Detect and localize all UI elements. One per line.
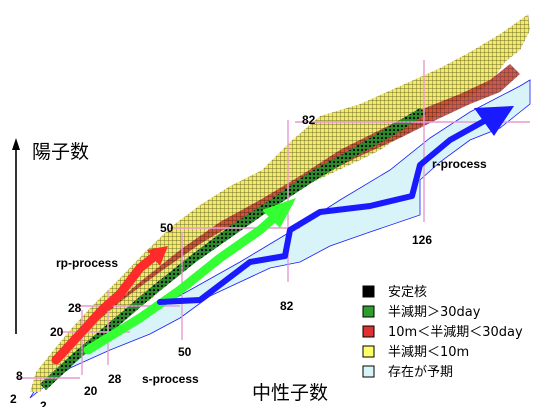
- legend-label: 10m＜半減期＜30day: [388, 324, 523, 340]
- legend: 安定核 半減期＞30day 10m＜半減期＜30day 半減期＜10m 存在が予…: [362, 285, 523, 380]
- y-axis-label: 陽子数: [32, 141, 89, 163]
- neutron-magic-20: 20: [84, 384, 98, 398]
- legend-swatch: [362, 325, 375, 338]
- legend-item-mid-halflife: 10m＜半減期＜30day: [362, 324, 523, 340]
- legend-swatch: [362, 345, 375, 358]
- neutron-magic-28: 28: [108, 372, 122, 386]
- stable-valley: [40, 108, 426, 390]
- legend-label: 半減期＜10m: [388, 344, 469, 360]
- legend-label: 存在が予期: [388, 365, 453, 380]
- nuclide-band: [30, 14, 530, 392]
- s-process-arrow: [83, 198, 296, 355]
- proton-magic-8: 8: [16, 369, 23, 383]
- rp-process-label: rp-process: [56, 256, 118, 270]
- legend-label: 安定核: [388, 285, 427, 300]
- proton-magic-82: 82: [302, 113, 316, 127]
- neutron-magic-50: 50: [178, 345, 192, 359]
- proton-magic-2: 2: [10, 392, 17, 406]
- neutron-magic-82: 82: [280, 299, 294, 313]
- proton-magic-50: 50: [160, 221, 174, 235]
- legend-label: 半減期＞30day: [388, 304, 481, 320]
- proton-axis-arrow: [12, 138, 20, 334]
- legend-item-stable: 安定核: [362, 285, 427, 300]
- legend-item-predicted: 存在が予期: [362, 365, 453, 380]
- short-lived-streak: [60, 64, 520, 350]
- s-process-label: s-process: [142, 372, 199, 386]
- legend-swatch: [362, 305, 375, 318]
- proton-magic-28: 28: [68, 301, 82, 315]
- legend-swatch: [362, 285, 375, 298]
- neutron-magic-126: 126: [412, 233, 432, 247]
- predicted-region: [29, 79, 531, 399]
- legend-item-short-halflife: 半減期＜10m: [362, 344, 469, 360]
- legend-swatch: [362, 365, 375, 378]
- proton-magic-20: 20: [50, 325, 64, 339]
- r-process-label: r-process: [432, 157, 487, 171]
- rp-process-arrow: [51, 246, 168, 365]
- r-process-arrow: [157, 106, 514, 305]
- x-axis-label: 中性子数: [252, 382, 328, 404]
- neutron-magic-2: 2: [40, 399, 47, 407]
- legend-item-long-halflife: 半減期＞30day: [362, 304, 481, 320]
